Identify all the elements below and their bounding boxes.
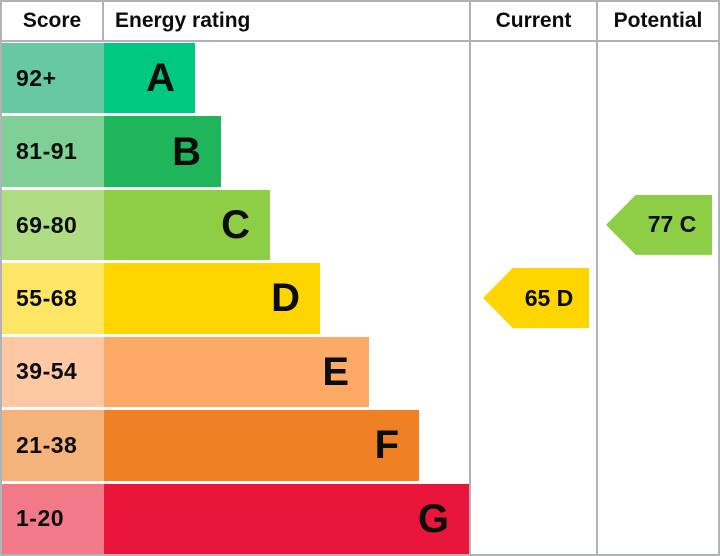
rating-bar-f: F bbox=[104, 410, 419, 481]
rating-letter: E bbox=[322, 349, 349, 394]
rating-bar-c: C bbox=[104, 189, 270, 261]
rating-bar-d: D bbox=[104, 263, 320, 334]
rating-bar-b: B bbox=[104, 116, 221, 187]
score-range-cell: 92+ bbox=[2, 43, 104, 114]
chart-body: 92+ A 81-91 B 69-80 C 55-68 D 39-54 E 21-38 F 1-20 G … bbox=[2, 42, 718, 554]
rating-letter: G bbox=[417, 496, 449, 541]
score-range-cell: 69-80 bbox=[2, 189, 104, 261]
score-range-cell: 21-38 bbox=[2, 410, 104, 481]
column-divider bbox=[596, 2, 598, 40]
column-divider bbox=[469, 2, 471, 40]
current-rating-label: 65 D bbox=[524, 284, 574, 311]
band-row: 21-38 F bbox=[2, 410, 469, 481]
column-divider bbox=[596, 42, 598, 554]
header-current: Current bbox=[495, 9, 572, 32]
band-row: 92+ A bbox=[2, 43, 469, 114]
band-row: 69-80 C bbox=[2, 189, 469, 261]
band-row: 55-68 D bbox=[2, 263, 469, 334]
score-range-cell: 55-68 bbox=[2, 263, 104, 334]
rating-bar-g: G bbox=[103, 483, 469, 554]
rating-letter: D bbox=[271, 276, 300, 321]
rating-bar-a: A bbox=[104, 43, 195, 114]
current-column: 65 D bbox=[471, 42, 596, 554]
column-divider bbox=[469, 42, 471, 554]
header-score: Score bbox=[2, 2, 104, 40]
bands: 92+ A 81-91 B 69-80 C 55-68 D 39-54 E 21-38 F 1-20 G bbox=[2, 42, 469, 554]
band-row: 1-20 G bbox=[2, 483, 469, 554]
rating-letter: F bbox=[374, 423, 399, 468]
rating-letter: C bbox=[221, 203, 250, 248]
potential-rating-marker: 77 C bbox=[606, 194, 712, 255]
potential-column: 77 C bbox=[598, 42, 718, 554]
chart-header: Score Energy rating Current Potential bbox=[2, 2, 718, 42]
score-range-cell: 1-20 bbox=[2, 483, 104, 554]
band-row: 81-91 B bbox=[2, 116, 469, 187]
rating-bar-e: E bbox=[104, 336, 369, 408]
current-rating-marker: 65 D bbox=[483, 268, 589, 328]
score-range-cell: 81-91 bbox=[2, 116, 104, 187]
rating-letter: B bbox=[172, 129, 201, 174]
score-range-cell: 39-54 bbox=[2, 336, 104, 408]
rating-letter: A bbox=[146, 56, 175, 101]
header-energy-rating: Energy rating bbox=[115, 9, 251, 32]
potential-rating-label: 77 C bbox=[647, 211, 697, 238]
header-potential: Potential bbox=[613, 9, 703, 32]
band-row: 39-54 E bbox=[2, 336, 469, 408]
